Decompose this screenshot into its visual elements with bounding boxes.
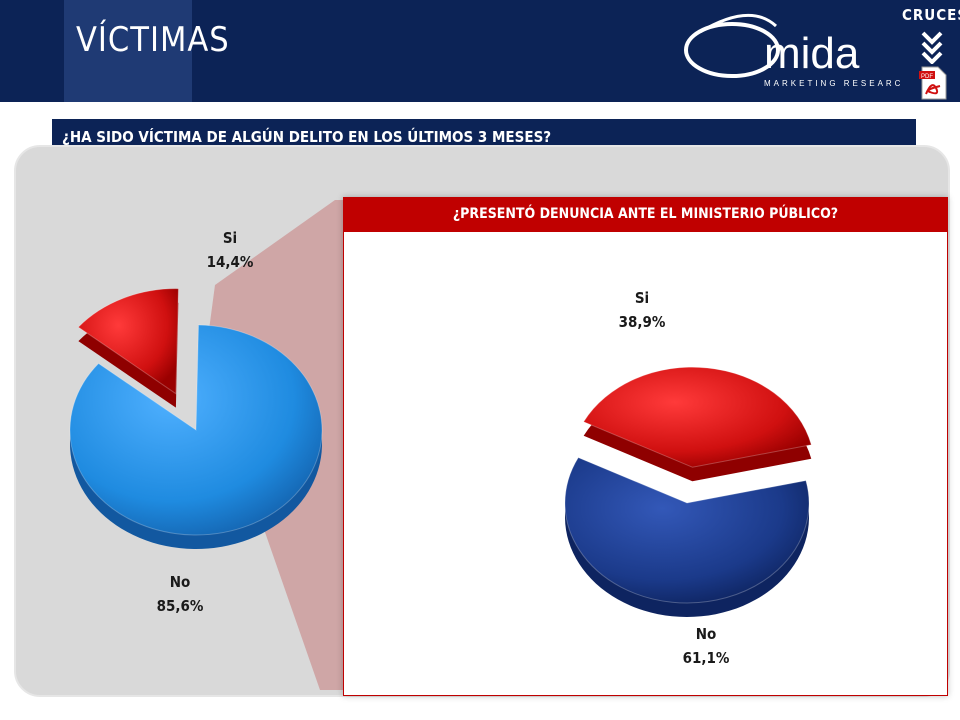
pie1-no-category: No — [169, 573, 191, 591]
pie1-si-category: Si — [222, 229, 238, 247]
pie2-si-value: 38,9% — [618, 313, 666, 331]
pdf-icon[interactable]: PDF — [918, 66, 948, 100]
header-bar: VÍCTIMAS mida MARKETING RESEARCH CRUCES … — [0, 0, 960, 102]
pie1-si-label: Si 14,4% — [190, 226, 270, 274]
pie1-no-value: 85,6% — [156, 597, 204, 615]
pie-slice-si — [582, 366, 812, 468]
pie-chart-complaint — [564, 366, 812, 617]
inset-panel: ¿PRESENTÓ DENUNCIA ANTE EL MINISTERIO PÚ… — [343, 197, 948, 696]
inset-question-text: ¿PRESENTÓ DENUNCIA ANTE EL MINISTERIO PÚ… — [452, 206, 839, 222]
chevron-down-icon[interactable] — [920, 30, 944, 64]
pie2-no-category: No — [695, 625, 717, 643]
inset-chart-canvas — [564, 366, 812, 617]
pie-chart-victims — [69, 288, 323, 549]
logo-subtitle: MARKETING RESEARCH — [764, 79, 900, 88]
pie-slice-no — [69, 324, 323, 536]
omida-logo: mida MARKETING RESEARCH — [684, 13, 900, 88]
pie1-si-value: 14,4% — [206, 253, 254, 271]
pie2-si-label: Si 38,9% — [602, 286, 682, 334]
pie-slice-si — [77, 288, 179, 395]
pie2-no-label: No 61,1% — [666, 622, 746, 670]
page-title: VÍCTIMAS — [76, 20, 230, 60]
logo-wordmark: mida — [764, 29, 860, 78]
svg-text:PDF: PDF — [921, 74, 933, 80]
pie2-no-value: 61,1% — [682, 649, 730, 667]
cruces-label[interactable]: CRUCES — [902, 6, 960, 24]
pie1-no-label: No 85,6% — [140, 570, 220, 618]
question-text: ¿HA SIDO VÍCTIMA DE ALGÚN DELITO EN LOS … — [62, 128, 552, 146]
title-block — [64, 0, 192, 102]
pie-slice-no — [564, 456, 810, 604]
pie2-si-category: Si — [634, 289, 650, 307]
inset-header: ¿PRESENTÓ DENUNCIA ANTE EL MINISTERIO PÚ… — [344, 198, 947, 232]
